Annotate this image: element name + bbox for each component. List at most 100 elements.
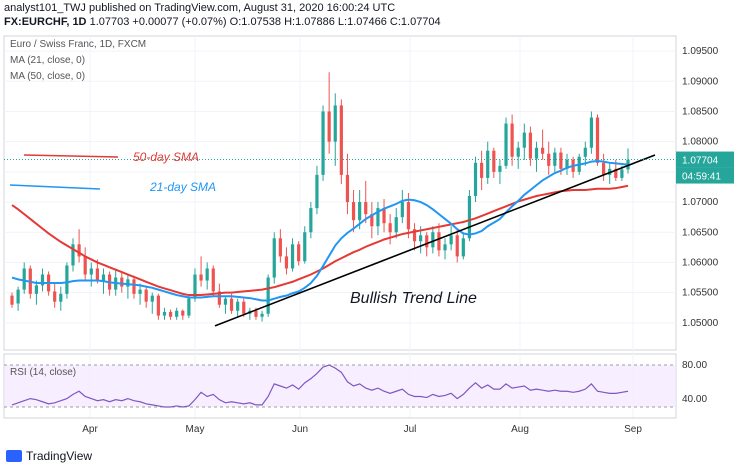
candle-body: [290, 244, 295, 269]
rsi-line: [11, 364, 629, 408]
y-tick-label: 1.09000: [682, 76, 719, 87]
candle-body: [437, 232, 441, 251]
candle-body: [187, 298, 191, 316]
last-price: 1.07703: [89, 16, 130, 28]
candle-body: [181, 310, 185, 316]
candle-body: [382, 208, 386, 224]
candle-body: [376, 208, 380, 227]
x-tick-label: Aug: [511, 424, 529, 435]
candle-body: [614, 168, 618, 178]
sma21-marker-line: [9, 184, 101, 190]
candle-body: [16, 289, 20, 304]
candle-body: [504, 123, 508, 166]
candle-body: [602, 162, 606, 175]
candle-body: [358, 202, 362, 221]
candle-body: [534, 147, 539, 159]
candle-body: [223, 298, 228, 305]
price-tag-label: 1.07704: [682, 156, 719, 167]
candle-body: [40, 274, 45, 286]
publish-line: analyst101_TWJ published on TradingView.…: [4, 2, 396, 14]
candle-body: [53, 291, 57, 302]
candle-body: [156, 295, 160, 316]
candle-body: [498, 165, 502, 172]
candle-body: [101, 274, 106, 281]
trend-line: [214, 154, 656, 327]
rsi-tick-label: 80.00: [682, 360, 707, 371]
tradingview-logo: TradingView: [6, 449, 92, 463]
candle-body: [138, 289, 142, 294]
x-tick-label: Sep: [624, 424, 642, 435]
candle-body: [400, 202, 404, 218]
candle-body: [547, 153, 551, 166]
candle-body: [254, 310, 258, 317]
candle-body: [516, 147, 520, 157]
candle-body: [120, 277, 124, 287]
candle-body: [22, 268, 26, 290]
candle-body: [406, 202, 411, 230]
candle-body: [236, 301, 240, 311]
candle-body: [565, 159, 569, 169]
sma21-label: 21-day SMA: [149, 180, 216, 194]
candle-body: [394, 217, 398, 233]
candle-body: [309, 208, 313, 233]
candle-body: [65, 265, 69, 294]
candle-body: [34, 285, 38, 294]
candle-body: [284, 256, 289, 269]
candle-body: [168, 311, 173, 317]
candle-body: [71, 244, 75, 266]
candle-body: [449, 235, 453, 245]
candle-body: [541, 147, 545, 154]
candle-body: [278, 238, 282, 257]
candle-body: [620, 169, 624, 178]
candle-body: [266, 277, 270, 314]
x-tick-label: Jul: [404, 424, 417, 435]
candle-body: [132, 279, 136, 294]
symbol-name: FX:EURCHF, 1D: [4, 16, 87, 28]
candle-body: [211, 268, 215, 292]
candle-body: [95, 268, 99, 281]
candle-body: [126, 279, 130, 287]
candle-body: [242, 301, 246, 314]
y-tick-label: 1.08500: [682, 106, 719, 117]
candle-body: [486, 150, 490, 178]
y-tick-label: 1.05000: [682, 318, 719, 329]
x-tick-label: Jun: [292, 424, 308, 435]
candle-body: [461, 238, 465, 257]
candle-body: [364, 202, 368, 215]
tradingview-brand: TradingView: [26, 449, 93, 463]
x-tick-label: Apr: [82, 424, 98, 435]
candle-body: [144, 289, 148, 302]
candle-body: [175, 310, 179, 317]
candle-body: [443, 244, 447, 251]
price-pane: [3, 35, 677, 351]
candle-body: [425, 235, 429, 248]
y-tick-label: 1.06000: [682, 257, 719, 268]
y-tick-label: 1.07000: [682, 197, 719, 208]
candle-body: [522, 132, 526, 148]
candle-body: [333, 105, 337, 142]
trend-line-label: Bullish Trend Line: [350, 290, 477, 307]
candle-body: [83, 256, 87, 275]
candle-body: [431, 232, 435, 248]
candle-body: [583, 147, 587, 157]
candle-body: [150, 295, 154, 302]
candle-body: [199, 274, 203, 281]
candle-body: [162, 311, 167, 316]
candle-body: [388, 223, 392, 233]
rsi-legend: RSI (14, close): [10, 367, 76, 378]
countdown-box: [676, 167, 734, 184]
y-tick-label: 1.05500: [682, 288, 719, 299]
y-tick-label: 1.08000: [682, 137, 719, 148]
candle-body: [510, 123, 514, 157]
rsi-tick-label: 40.00: [682, 394, 707, 405]
y-tick-label: 1.06500: [682, 227, 719, 238]
price-change: +0.00077 (+0.07%): [132, 16, 227, 28]
candle-body: [321, 111, 325, 175]
candle-body: [595, 117, 600, 163]
candle-body: [473, 162, 478, 197]
sma50-label: 50-day SMA: [133, 150, 199, 164]
candle-body: [492, 150, 496, 172]
ohlc-values: O:1.07538 H:1.07886 L:1.07466 C:1.07704: [229, 16, 441, 28]
candle-body: [205, 268, 209, 281]
